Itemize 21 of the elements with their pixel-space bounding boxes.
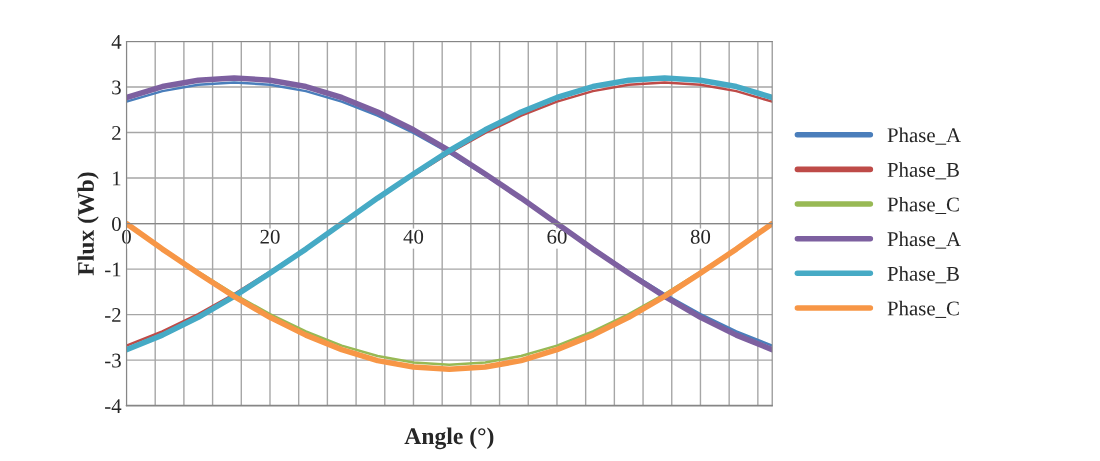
- legend-label: Phase_C: [887, 196, 959, 215]
- x-tick-label: 60: [547, 229, 567, 244]
- y-tick-label: -3: [105, 353, 121, 368]
- legend-label: Phase_C: [887, 300, 959, 318]
- x-tick-label: 80: [690, 229, 711, 244]
- x-axis-title: Angle (°): [404, 427, 494, 450]
- x-tick-label: 20: [260, 229, 280, 244]
- legend-label: Phase_A: [887, 127, 961, 145]
- y-tick-label: 2: [112, 125, 121, 140]
- y-tick-label: 1: [113, 171, 121, 186]
- y-tick-label: -1: [105, 262, 121, 277]
- legend-label: Phase_A: [887, 231, 961, 249]
- y-tick-label: -2: [105, 308, 121, 322]
- x-tick-label: 40: [403, 229, 424, 244]
- y-axis-title: Flux (Wb): [77, 172, 99, 276]
- y-tick-label: 3: [112, 80, 121, 95]
- y-tick-label: 4: [111, 35, 122, 49]
- y-tick-label: -4: [105, 399, 122, 413]
- legend-label: Phase_B: [887, 162, 959, 180]
- legend-label: Phase_B: [887, 266, 959, 284]
- y-tick-label: 0: [112, 216, 121, 232]
